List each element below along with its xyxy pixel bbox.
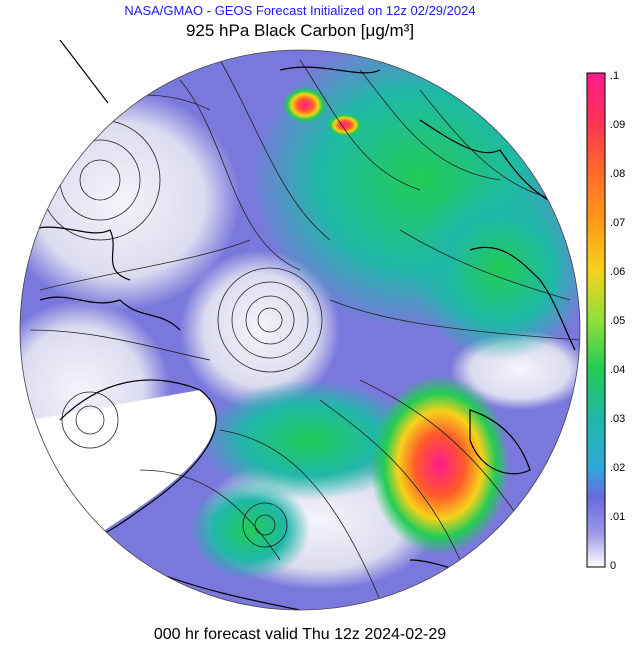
colorbar-tick: .07	[610, 217, 626, 229]
colorbar-tick: .04	[610, 364, 626, 376]
colorbar-tick: .08	[610, 168, 626, 180]
dateline	[59, 40, 109, 104]
colorbar-tick: .09	[610, 119, 626, 131]
colorbar-tick: .02	[610, 462, 626, 474]
colorbar-tick: .05	[610, 315, 626, 327]
field-title: 925 hPa Black Carbon [μg/m³]	[0, 21, 600, 41]
map-boundary	[19, 49, 581, 611]
concentration-field	[20, 50, 580, 610]
polar-map	[19, 40, 581, 611]
colorbar-tick: .03	[610, 413, 626, 425]
page-title: NASA/GMAO - GEOS Forecast Initialized on…	[124, 3, 476, 18]
colorbar-tick: .01	[610, 511, 626, 523]
field-unit: g/m³]	[375, 21, 415, 40]
micro-symbol: μ	[365, 21, 376, 40]
forecast-valid-time: 000 hr forecast valid Thu 12z 2024-02-29	[153, 626, 447, 643]
colorbar	[586, 72, 606, 568]
colorbar-scale	[586, 72, 606, 568]
colorbar-tick: 0	[610, 560, 617, 572]
field-title-prefix: 925 hPa Black Carbon [	[185, 21, 366, 40]
colorbar-tick: .06	[610, 266, 626, 278]
colorbar-tick: .1	[610, 70, 620, 82]
